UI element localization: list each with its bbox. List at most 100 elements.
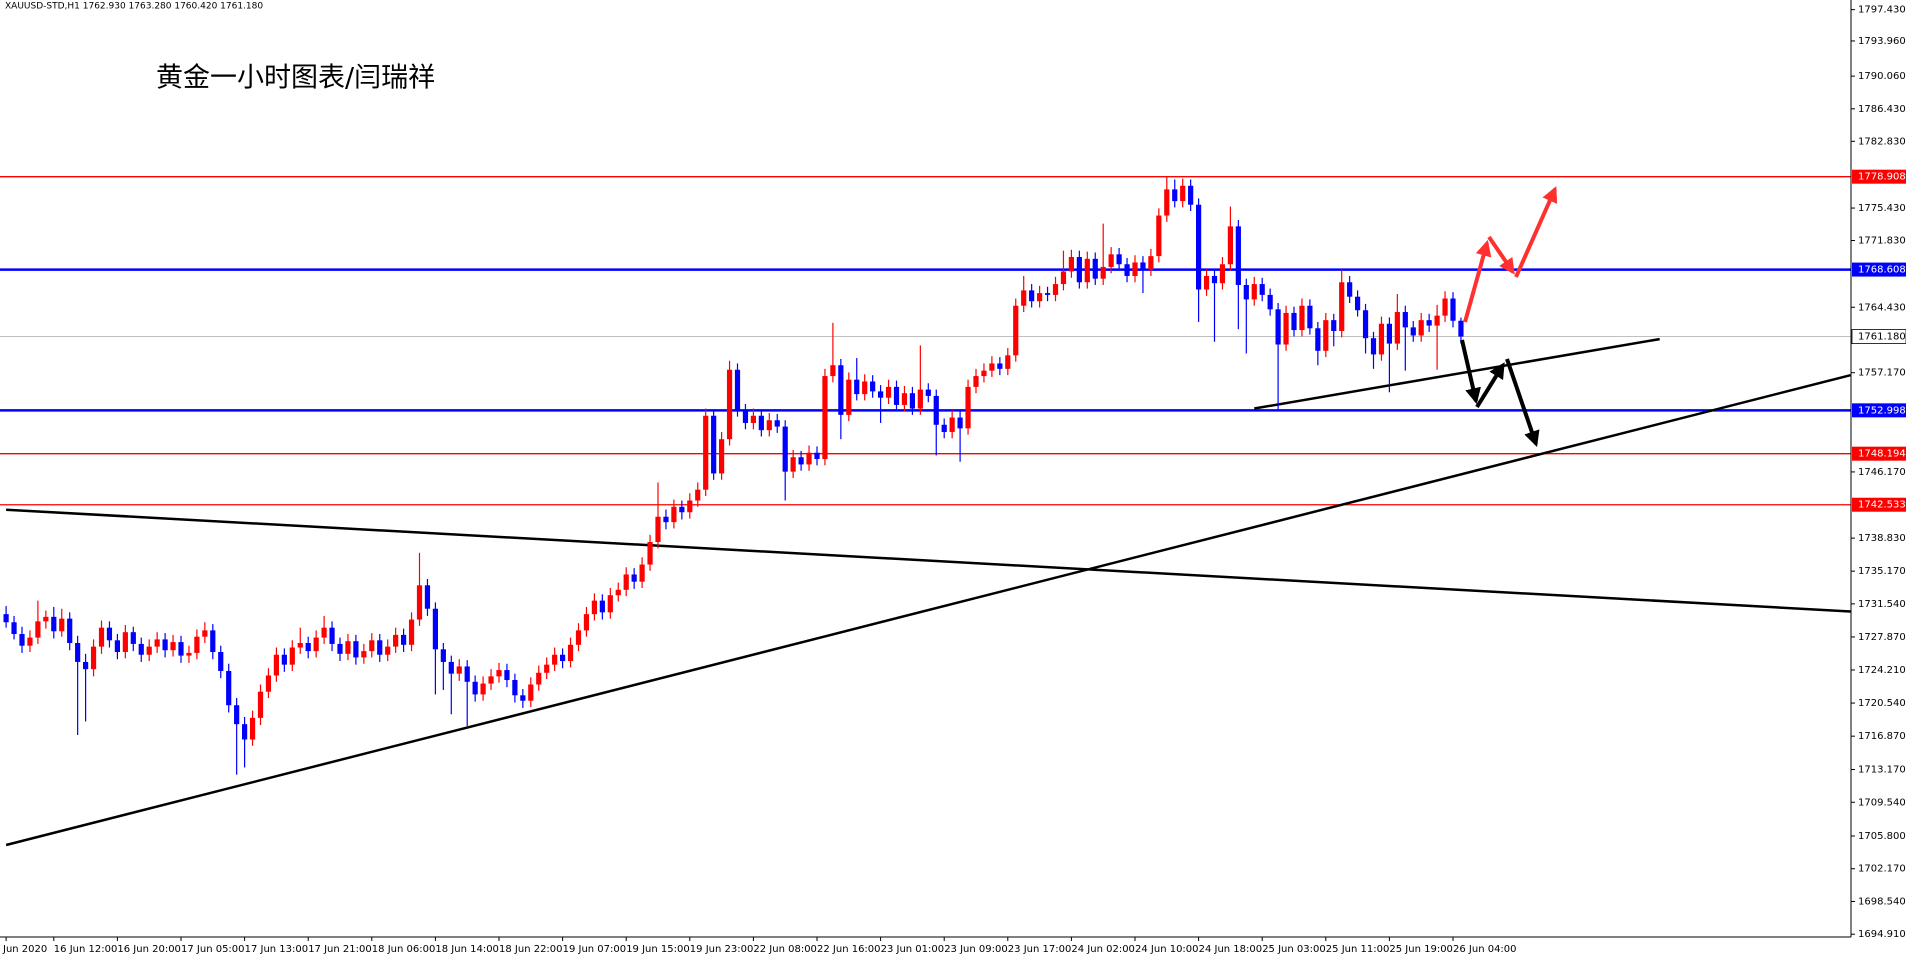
candle-body xyxy=(289,647,295,665)
candle-body xyxy=(901,393,908,405)
candle-body xyxy=(1013,305,1019,356)
candle-body xyxy=(1227,226,1233,265)
candle-body xyxy=(305,643,311,652)
forecast-arrows xyxy=(1460,186,1558,448)
x-tick-label: 25 Jun 11:00 xyxy=(1326,944,1390,955)
candle-body xyxy=(1299,305,1305,331)
candle-body xyxy=(639,564,645,582)
x-tick-label: Jun 2020 xyxy=(2,944,47,955)
plot-area xyxy=(0,176,1851,847)
candle-body xyxy=(329,627,335,644)
candle-body xyxy=(687,500,693,513)
candle-body xyxy=(1307,305,1313,329)
candle-body xyxy=(186,652,192,656)
candle-body xyxy=(1156,215,1162,257)
y-tick-label: 1771.830 xyxy=(1858,236,1906,247)
candle-body xyxy=(202,630,208,637)
x-tick-label: 16 Jun 20:00 xyxy=(117,944,181,955)
candle-body xyxy=(1235,226,1241,285)
candle-body xyxy=(647,541,653,565)
y-tick-label: 1716.870 xyxy=(1858,731,1906,742)
candle-body xyxy=(814,452,820,460)
candle-body xyxy=(917,389,923,409)
candle-body xyxy=(949,417,955,432)
candle-body xyxy=(114,640,120,653)
candle-body xyxy=(925,389,931,396)
candle-body xyxy=(615,589,621,596)
candle-body xyxy=(607,595,613,613)
candle-body xyxy=(456,666,462,674)
y-tick-label: 1764.430 xyxy=(1858,302,1906,313)
level-label: 1748.194 xyxy=(1858,449,1906,460)
candle-body xyxy=(1029,290,1035,302)
red-arrow xyxy=(1514,186,1558,278)
candle-body xyxy=(1418,320,1424,336)
candle-body xyxy=(1005,355,1011,369)
x-tick-label: 26 Jun 04:00 xyxy=(1453,944,1517,955)
candle-body xyxy=(1323,320,1329,351)
y-tick-label: 1694.910 xyxy=(1858,929,1906,940)
candle-body xyxy=(1116,254,1122,265)
candle-body xyxy=(178,642,184,656)
candle-body xyxy=(575,630,582,645)
candle-body xyxy=(1434,315,1440,326)
candle-body xyxy=(1132,262,1138,276)
candle-body xyxy=(703,415,709,490)
candle-body xyxy=(846,379,852,415)
candle-body xyxy=(194,636,200,653)
candle-body xyxy=(265,675,272,692)
candle-body xyxy=(1347,282,1353,297)
candle-body xyxy=(19,633,25,646)
candle-body xyxy=(1458,320,1464,337)
candle-body xyxy=(552,654,558,665)
candle-body xyxy=(719,439,725,474)
level-label: 1778.908 xyxy=(1858,172,1906,183)
candle-body xyxy=(385,646,391,655)
candle-body xyxy=(909,393,915,409)
candle-body xyxy=(59,618,65,632)
x-tick-label: 23 Jun 01:00 xyxy=(881,944,945,955)
y-tick-label: 1797.430 xyxy=(1858,5,1906,16)
candle-body xyxy=(408,619,415,645)
y-tick-label: 1757.170 xyxy=(1858,368,1906,379)
candle-body xyxy=(242,724,248,740)
candle-body xyxy=(583,614,590,631)
candle-body xyxy=(273,654,279,676)
candle-body xyxy=(146,646,152,655)
candle-body xyxy=(98,627,105,647)
y-tick-label: 1735.170 xyxy=(1858,566,1906,577)
level-label: 1768.608 xyxy=(1858,265,1906,276)
candle-body xyxy=(43,616,49,622)
candle-body xyxy=(1219,264,1226,284)
x-tick-label: 22 Jun 16:00 xyxy=(817,944,881,955)
candle-body xyxy=(798,457,804,465)
candle-body xyxy=(1052,284,1059,295)
candle-body xyxy=(782,426,788,472)
candle-body xyxy=(957,417,963,429)
candle-body xyxy=(885,386,892,398)
candle-body xyxy=(774,420,780,427)
candle-body xyxy=(1196,204,1202,290)
x-tick-label: 19 Jun 23:00 xyxy=(690,944,754,955)
candle-body xyxy=(1275,309,1281,345)
candle-body xyxy=(480,683,486,695)
candle-body xyxy=(726,369,733,440)
candle-body xyxy=(790,457,796,472)
candle-body xyxy=(393,634,399,647)
x-tick-label: 23 Jun 09:00 xyxy=(944,944,1008,955)
candle-body xyxy=(75,643,81,662)
candle-body xyxy=(838,365,844,415)
candle-body xyxy=(1148,256,1154,270)
chart-title: 黄金一小时图表/闫瑞祥 xyxy=(156,63,435,94)
level-label-box xyxy=(1851,329,1906,344)
candle-body xyxy=(1100,266,1106,279)
black-arrow xyxy=(1505,358,1540,448)
y-tick-label: 1724.210 xyxy=(1858,665,1906,676)
candle-body xyxy=(464,666,470,682)
candle-body xyxy=(981,370,987,377)
candle-body xyxy=(1442,298,1448,316)
candle-body xyxy=(1426,320,1432,326)
candle-body xyxy=(432,608,438,650)
